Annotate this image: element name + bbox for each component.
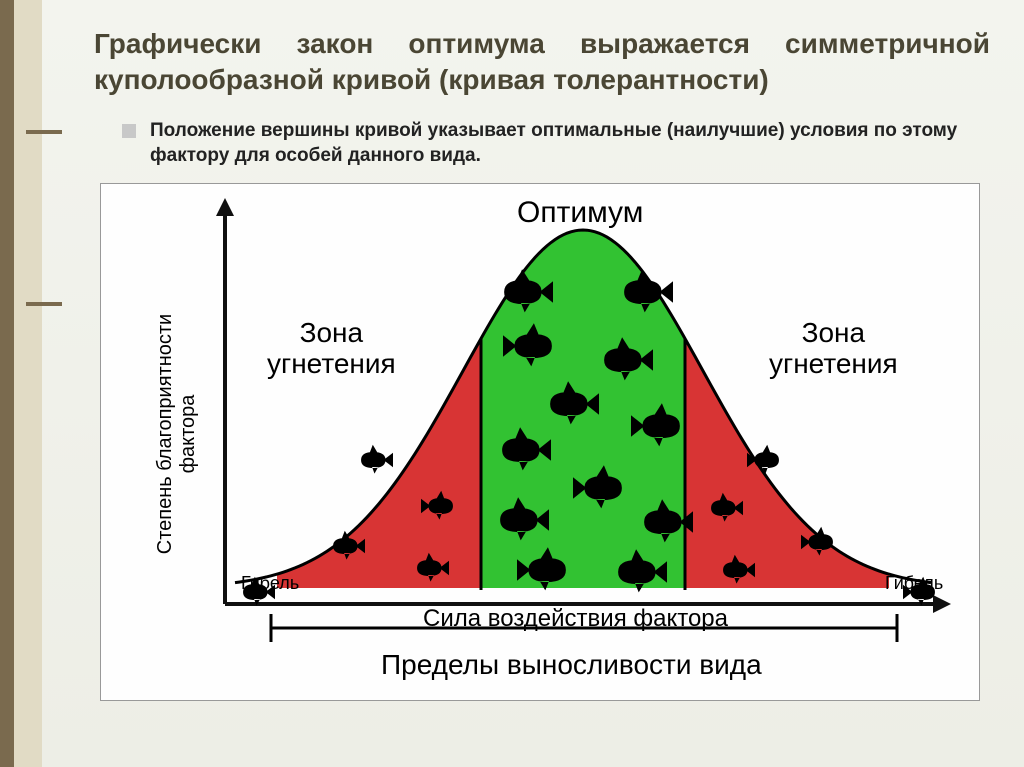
x-axis-arrow	[933, 595, 951, 613]
x-axis-label: Сила воздействия фактора	[423, 606, 728, 632]
y-axis-arrow	[216, 198, 234, 216]
slide-title: Графически закон оптимума выражается сим…	[94, 26, 990, 98]
y-axis-label: Степень благоприятности фактора	[154, 314, 200, 554]
death-left-label: Гибель	[241, 574, 299, 594]
tolerance-curve-diagram: Степень благоприятности фактора Оптимум Зо…	[100, 183, 980, 701]
slide-subtitle: Положение вершины кривой указывает оптим…	[150, 118, 990, 169]
death-right-label: Гибель	[885, 574, 943, 594]
left-stripe	[0, 0, 14, 767]
optimum-label: Оптимум	[517, 196, 643, 229]
fish-icon	[361, 445, 393, 474]
bracket-label: Пределы выносливости вида	[381, 650, 762, 681]
slide-content: Графически закон оптимума выражается сим…	[42, 0, 1024, 767]
bullet-icon	[122, 124, 136, 138]
bullet-row: Положение вершины кривой указывает оптим…	[122, 118, 990, 169]
zone-right-label: Зона угнетения	[769, 318, 898, 380]
inner-stripe	[14, 0, 42, 767]
zone-left-label: Зона угнетения	[267, 318, 396, 380]
